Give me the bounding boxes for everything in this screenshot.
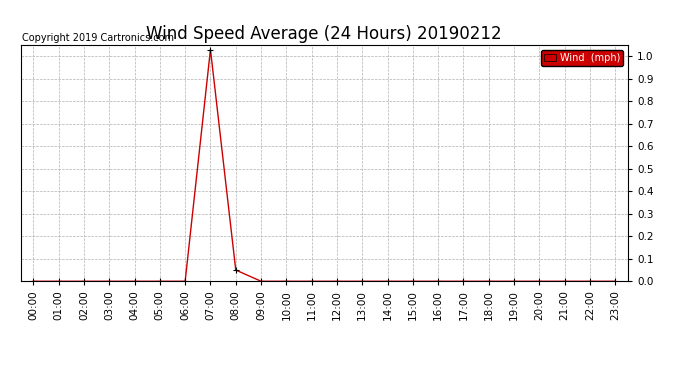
Legend: Wind  (mph): Wind (mph) [541, 50, 623, 66]
Text: Copyright 2019 Cartronics.com: Copyright 2019 Cartronics.com [22, 33, 174, 43]
Title: Wind Speed Average (24 Hours) 20190212: Wind Speed Average (24 Hours) 20190212 [146, 26, 502, 44]
